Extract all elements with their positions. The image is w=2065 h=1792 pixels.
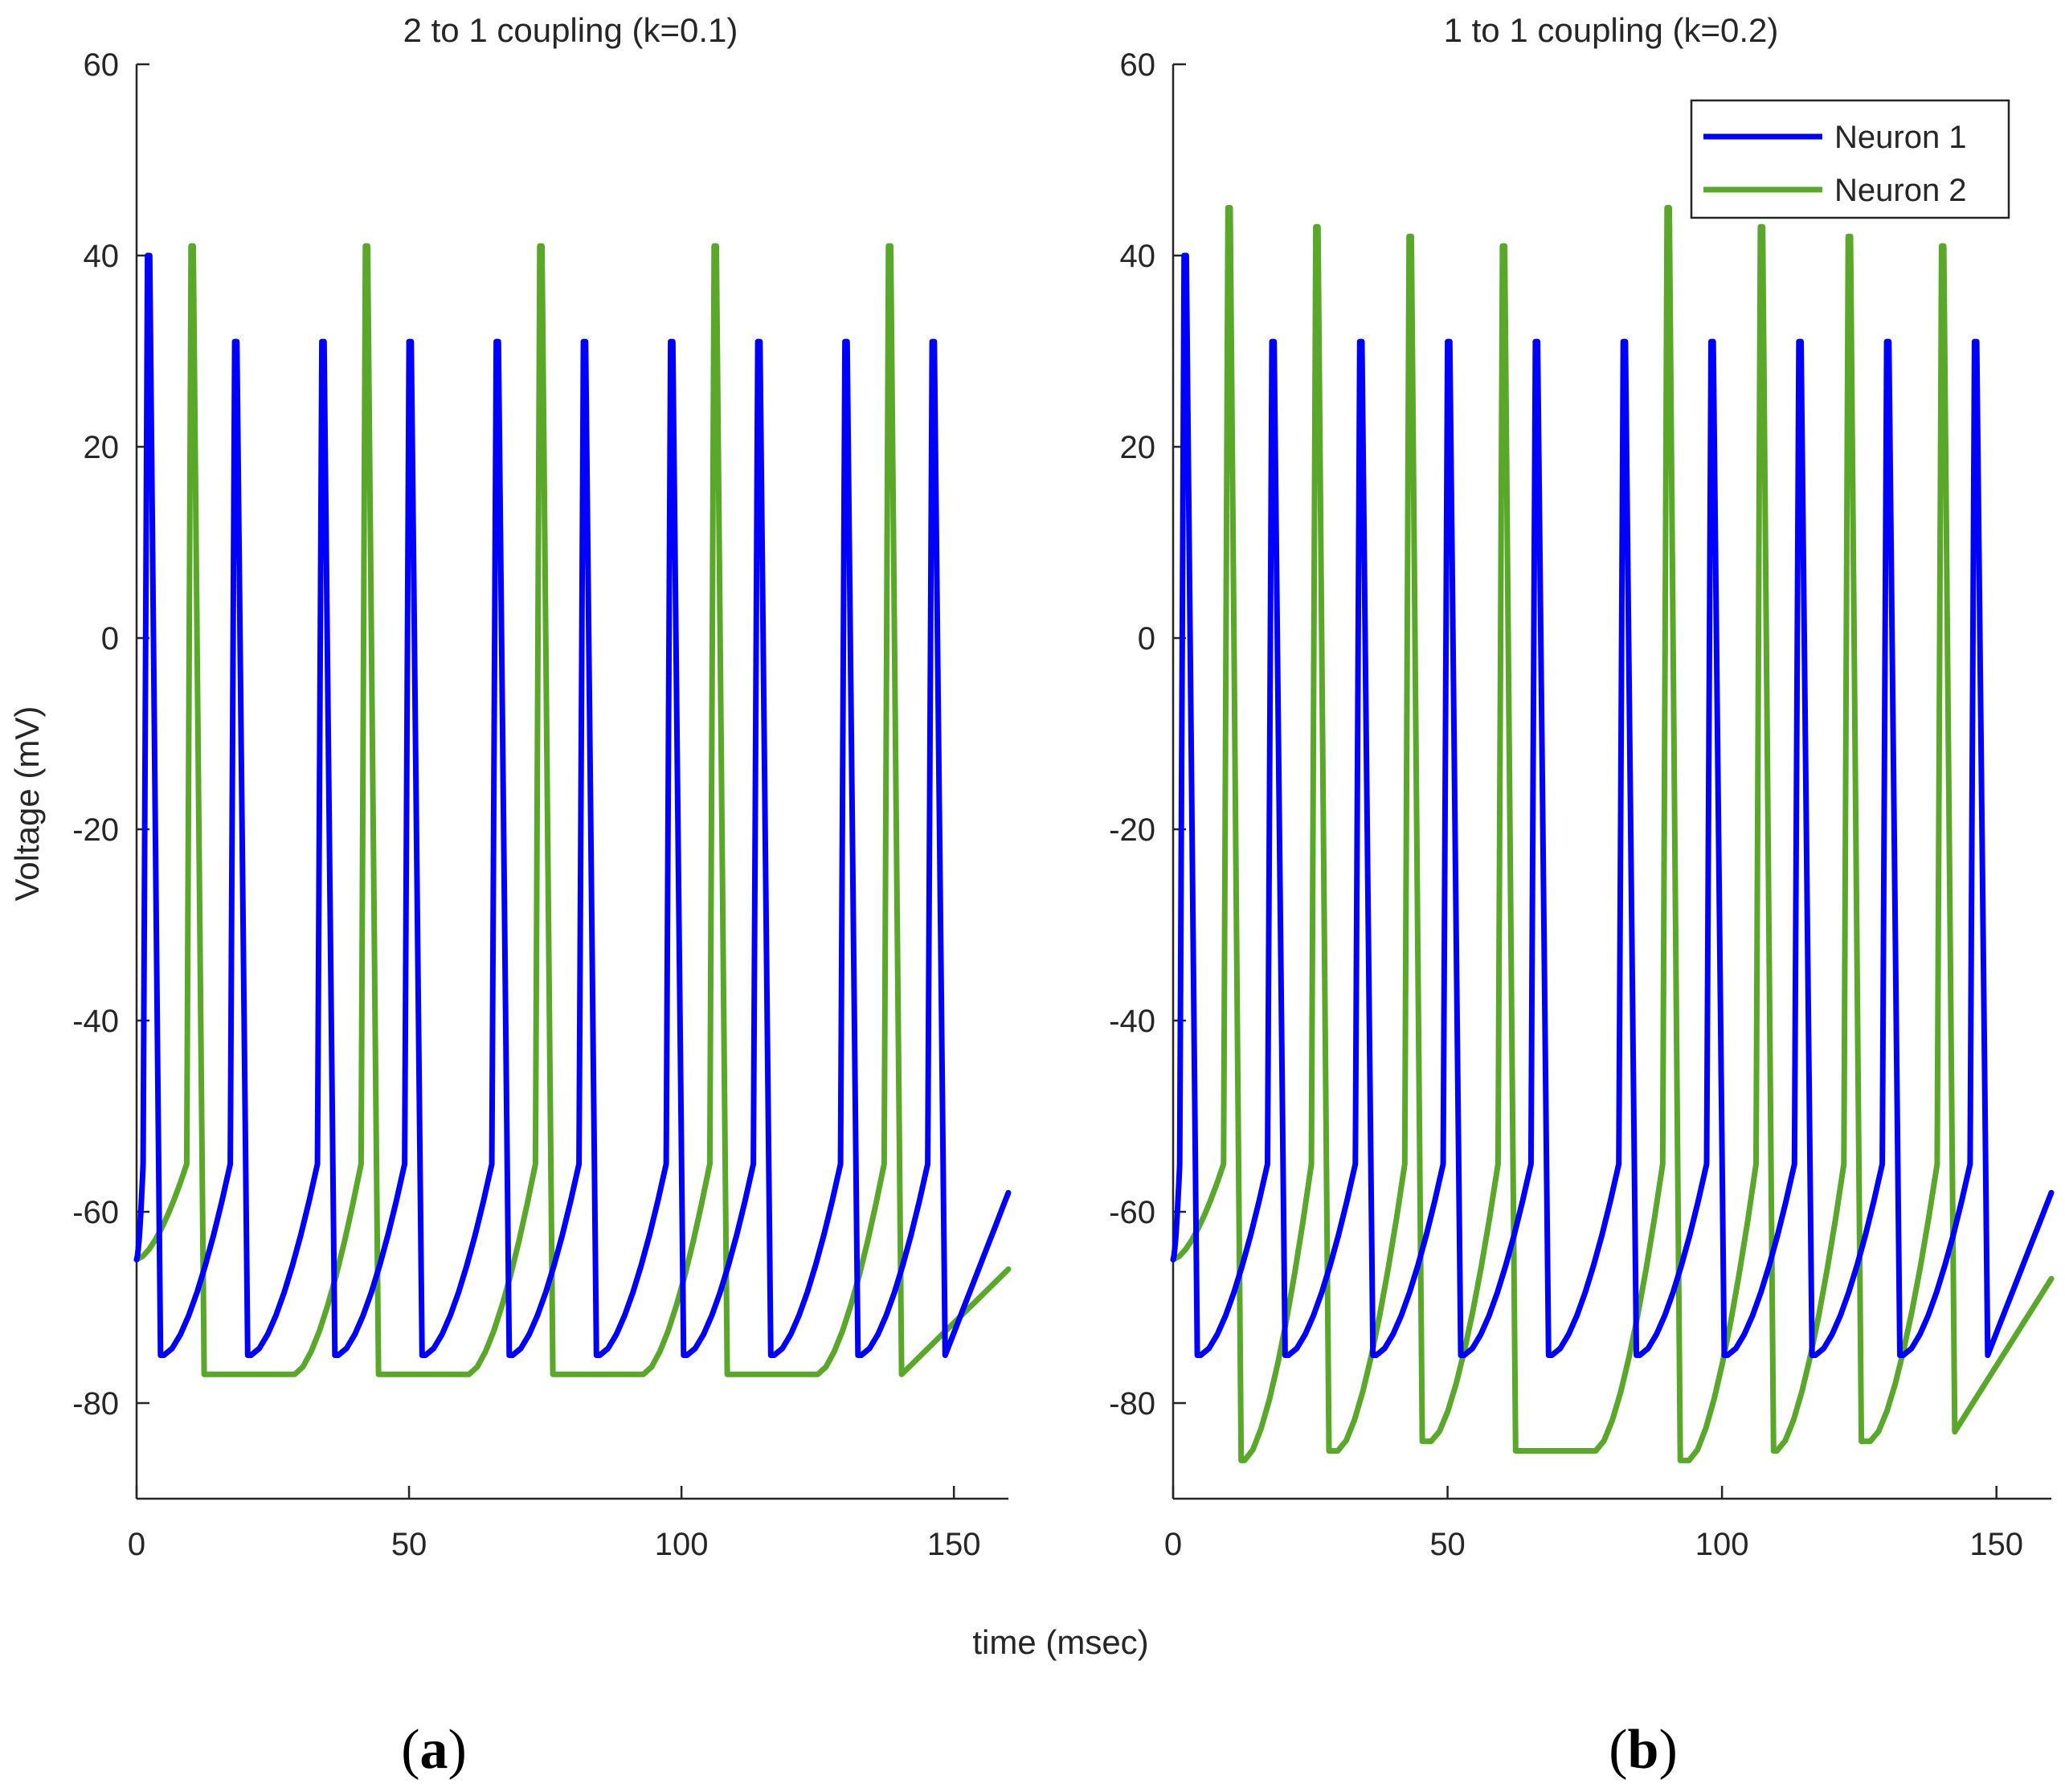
panel-a-axes: -80 -60 -40 -20 0 20 40 60 0 50 100 150 [72, 47, 1008, 1562]
x-tick-label: 150 [1969, 1527, 2023, 1562]
panel-a-label: (a) [401, 1719, 467, 1781]
y-tick-label: -60 [72, 1195, 119, 1230]
panel-b: 1 to 1 coupling (k=0.2) -80 -60 -40 -20 0 20 4… [1109, 11, 2055, 1781]
x-tick-label: 50 [391, 1527, 427, 1562]
x-tick-label: 0 [128, 1527, 145, 1562]
y-tick-label: 60 [84, 47, 120, 83]
y-tick-label: 20 [1120, 430, 1156, 465]
legend-label-neuron-1: Neuron 1 [1834, 120, 1967, 155]
panel-a-title: 2 to 1 coupling (k=0.1) [403, 11, 738, 49]
y-tick-label: -60 [1109, 1195, 1155, 1230]
panel-b-axes: -80 -60 -40 -20 0 20 40 60 0 50 100 150 [1109, 47, 2051, 1562]
y-tick-label: -80 [1109, 1386, 1155, 1422]
y-tick-label: 60 [1120, 47, 1156, 83]
panel-a: 2 to 1 coupling (k=0.1) Voltage (mV) -80… [8, 11, 1012, 1781]
legend-box [1690, 99, 2010, 219]
x-tick-label: 50 [1429, 1527, 1466, 1562]
x-tick-label: 0 [1164, 1527, 1182, 1562]
y-tick-label: -40 [72, 1004, 119, 1039]
panel-a-series [133, 243, 1012, 1377]
y-tick-label: 20 [84, 430, 120, 465]
y-tick-label: -20 [72, 812, 119, 848]
y-tick-label: 0 [1138, 621, 1155, 657]
series-line-neuron-1 [133, 252, 1012, 1358]
series-line-neuron-2 [133, 243, 1012, 1377]
x-tick-label: 100 [655, 1527, 709, 1562]
shared-xlabel: time (msec) [972, 1623, 1148, 1661]
panel-b-title: 1 to 1 coupling (k=0.2) [1444, 11, 1779, 49]
panel-a-ylabel: Voltage (mV) [8, 706, 46, 902]
x-tick-label: 150 [927, 1527, 981, 1562]
y-tick-label: -40 [1109, 1004, 1155, 1039]
panel-b-series [1170, 205, 2055, 1463]
y-tick-label: 40 [84, 239, 120, 274]
legend: Neuron 1 Neuron 2 [1690, 99, 2010, 219]
panel-b-label: (b) [1609, 1719, 1678, 1781]
y-tick-label: -80 [72, 1386, 119, 1422]
x-tick-label: 100 [1695, 1527, 1749, 1562]
y-tick-label: 0 [101, 621, 119, 657]
series-line-neuron-2 [1170, 205, 2055, 1463]
y-tick-label: 40 [1120, 239, 1156, 274]
legend-label-neuron-2: Neuron 2 [1834, 173, 1967, 208]
series-line-neuron-1 [1170, 252, 2055, 1358]
y-tick-label: -20 [1109, 812, 1155, 848]
